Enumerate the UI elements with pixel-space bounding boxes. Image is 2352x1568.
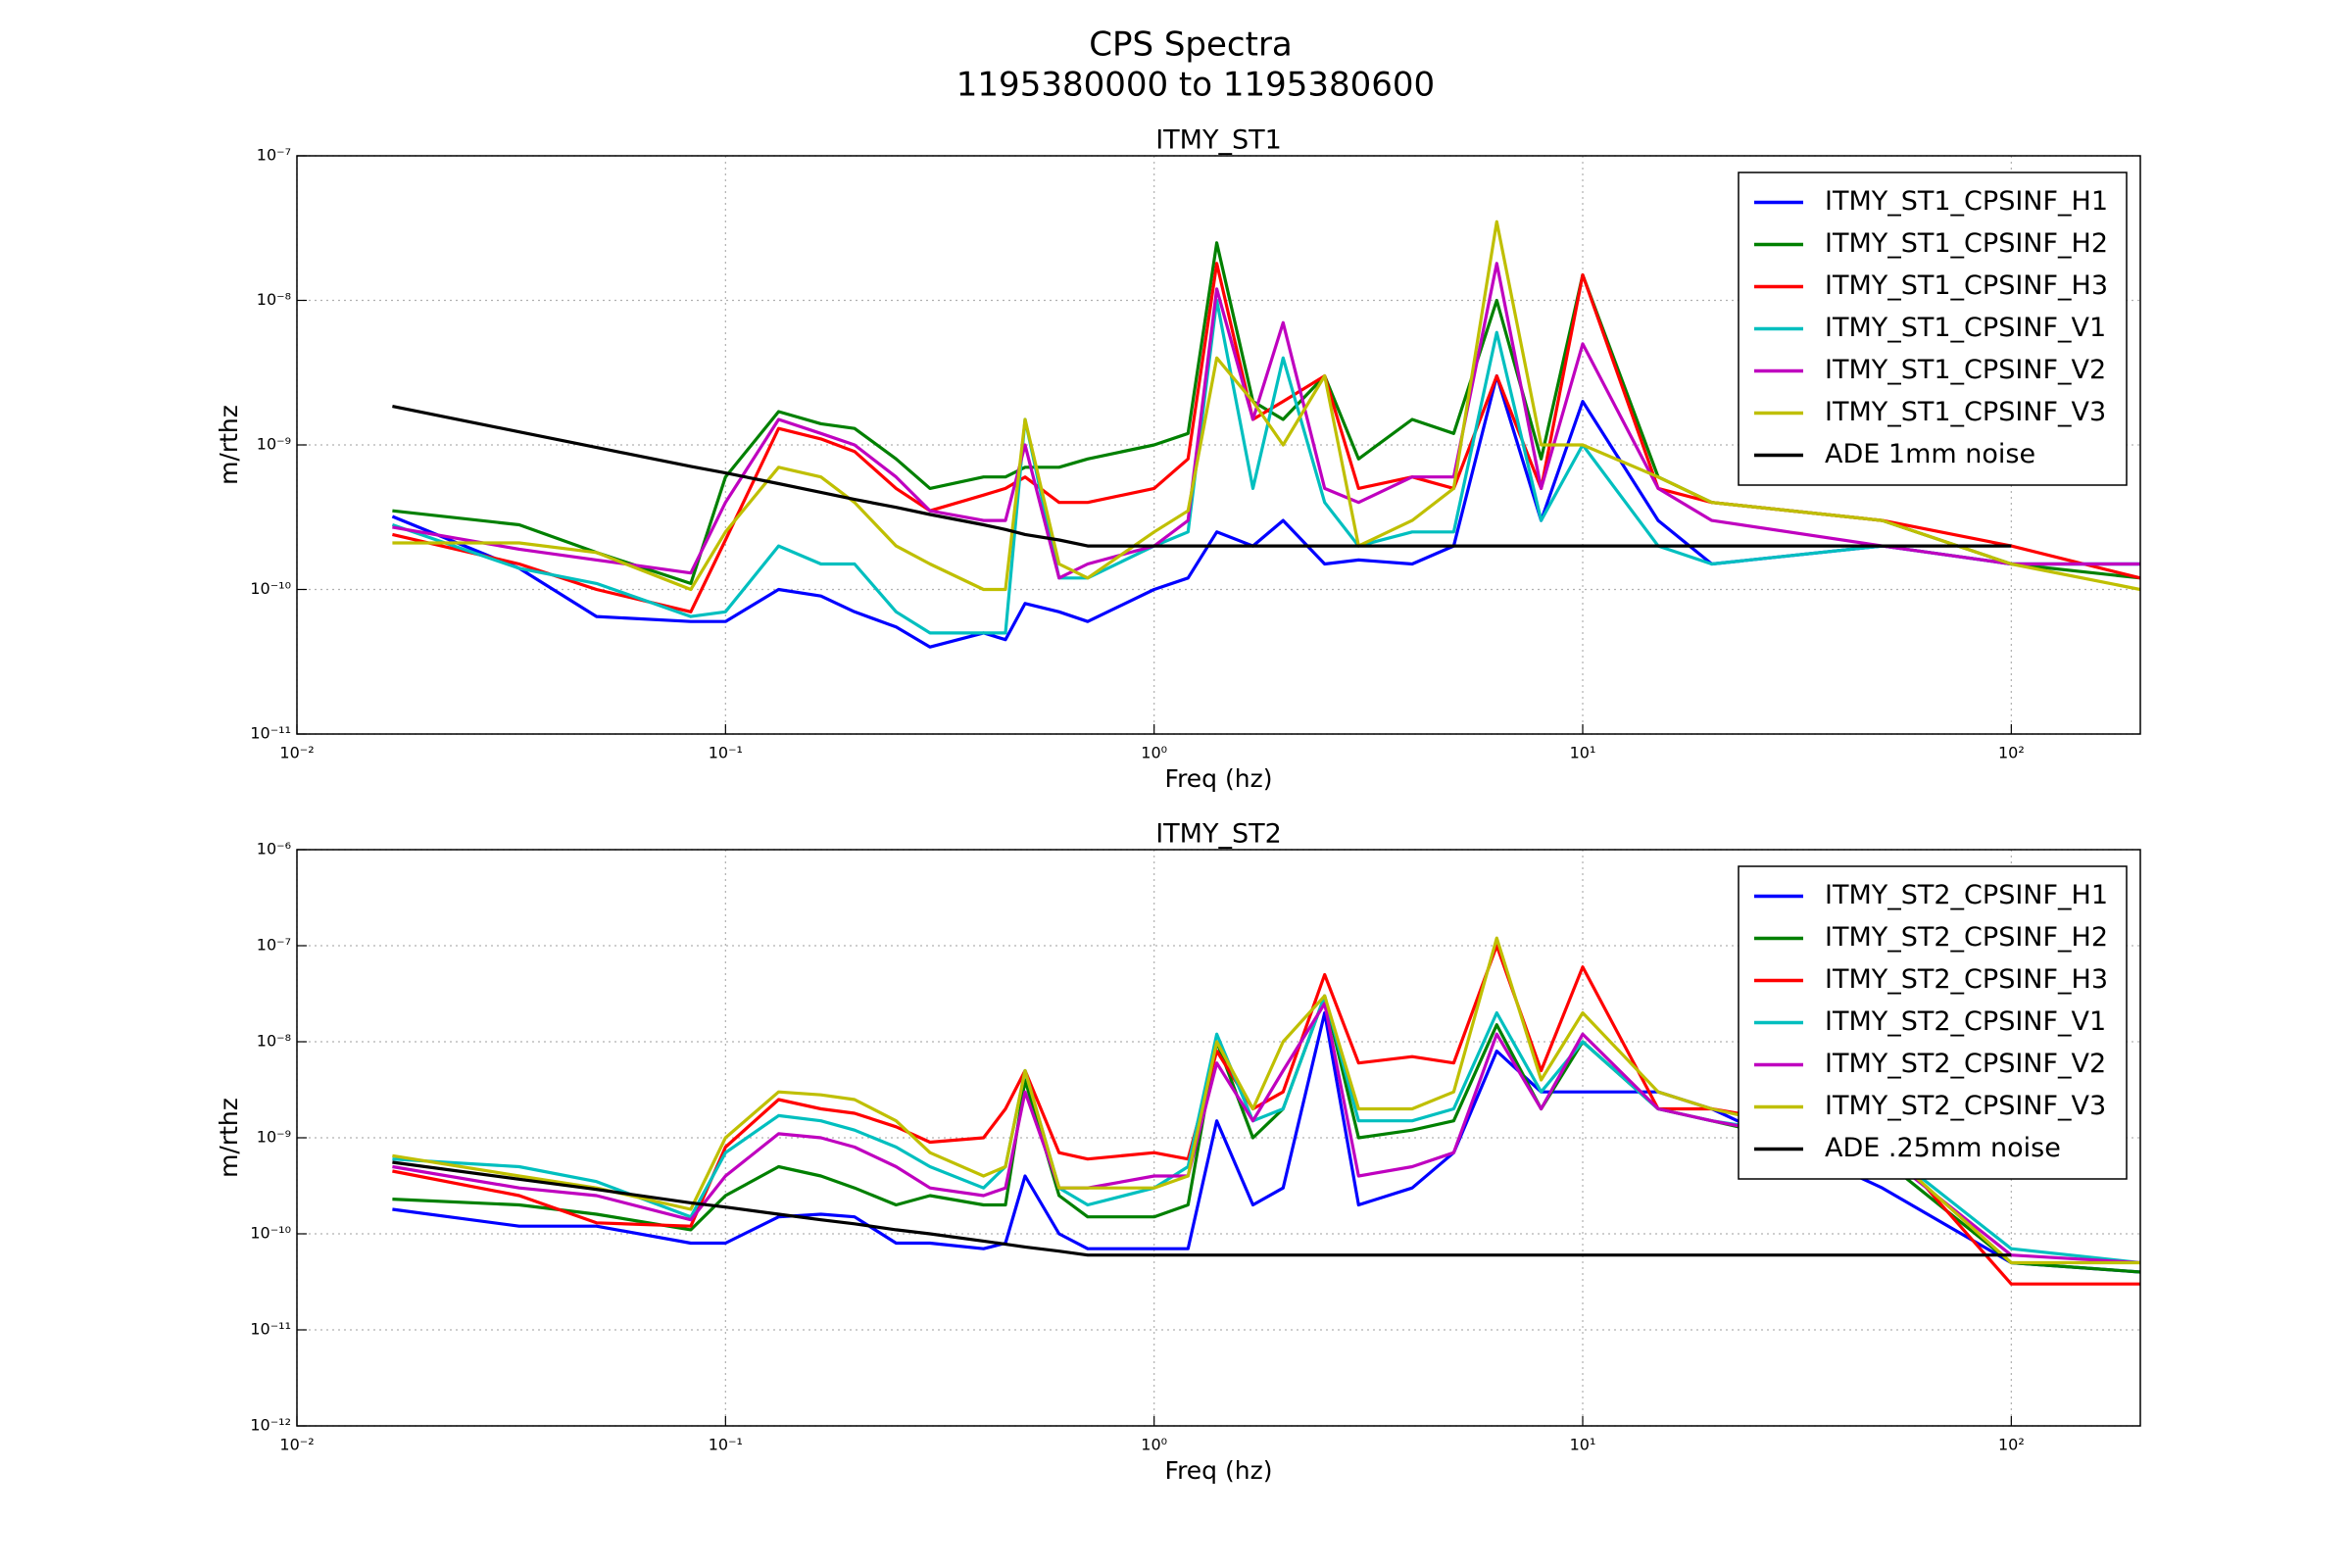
axes-frame: [296, 155, 2141, 735]
x-tick-label: 10⁻¹: [709, 1436, 743, 1454]
y-tick-label: 10⁻¹⁰: [250, 579, 291, 598]
subplot-title: ITMY_ST2: [1155, 819, 1282, 850]
legend-label: ADE .25mm noise: [1825, 1133, 2061, 1163]
legend-label: ITMY_ST1_CPSINF_H2: [1825, 228, 2108, 259]
x-tick-label: 10⁻²: [279, 744, 314, 762]
x-tick-label: 10¹: [1570, 1436, 1596, 1454]
y-tick-label: 10⁻¹²: [250, 1416, 291, 1435]
series-line: [392, 405, 2012, 548]
figure-subtitle: 1195380000 to 1195380600: [956, 66, 1435, 105]
legend-label: ITMY_ST2_CPSINF_V3: [1825, 1091, 2106, 1121]
x-tick-label: 10¹: [1570, 744, 1596, 762]
series-line: [392, 994, 2140, 1274]
y-tick-label: 10⁻¹¹: [250, 1320, 291, 1339]
subplot: ITMY_ST2 Freq (hz) m/rthz 10⁻² 10⁻¹ 10⁰ 10¹ 10²…: [215, 819, 2141, 1485]
x-tick-label: 10²: [1998, 1436, 2025, 1454]
x-tick-label: 10⁻¹: [709, 744, 743, 762]
y-axis-label: m/rthz: [215, 1098, 243, 1178]
x-axis-label: Freq (hz): [1165, 764, 1273, 793]
legend-label: ITMY_ST1_CPSINF_V3: [1825, 397, 2106, 427]
y-tick-label: 10⁻⁹: [257, 435, 291, 454]
x-tick-label: 10⁰: [1141, 1436, 1167, 1454]
plot-area: [391, 220, 2140, 649]
legend-label: ITMY_ST2_CPSINF_H1: [1825, 880, 2108, 910]
legend-label: ITMY_ST1_CPSINF_H1: [1825, 186, 2108, 217]
x-tick-label: 10⁻²: [279, 1436, 314, 1454]
series-line: [392, 1160, 2012, 1257]
subplot: ITMY_ST1 Freq (hz) m/rthz 10⁻² 10⁻¹ 10⁰ 10¹ 10²…: [215, 125, 2141, 793]
y-tick-label: 10⁻¹¹: [250, 724, 291, 743]
series-line: [392, 262, 2140, 613]
y-tick-label: 10⁻⁸: [257, 290, 291, 309]
figure-title: CPS Spectra: [1089, 25, 1293, 65]
y-tick-label: 10⁻⁷: [257, 936, 291, 955]
series-line: [391, 298, 2140, 635]
legend: ITMY_ST2_CPSINF_H1 ITMY_ST2_CPSINF_H2 ITMY…: [1738, 865, 2128, 1180]
legend-label: ITMY_ST2_CPSINF_V2: [1825, 1049, 2106, 1079]
legend-label: ITMY_ST2_CPSINF_H3: [1825, 964, 2108, 995]
axes-frame: [296, 849, 2141, 1427]
plot-area: [392, 936, 2140, 1286]
y-tick-label: 10⁻⁹: [257, 1128, 291, 1147]
legend-label: ITMY_ST1_CPSINF_H3: [1825, 270, 2108, 301]
y-tick-label: 10⁻⁷: [257, 146, 291, 165]
subplot-title: ITMY_ST1: [1155, 125, 1282, 156]
x-tick-label: 10²: [1998, 744, 2025, 762]
legend-label: ITMY_ST1_CPSINF_V2: [1825, 355, 2106, 385]
y-tick-label: 10⁻⁸: [257, 1032, 291, 1051]
legend-label: ITMY_ST1_CPSINF_V1: [1825, 313, 2106, 343]
y-axis-label: m/rthz: [215, 405, 243, 485]
series-line: [392, 1002, 2140, 1265]
series-line: [392, 220, 2140, 592]
y-tick-label: 10⁻¹⁰: [250, 1224, 291, 1243]
series-line: [392, 936, 2140, 1265]
legend: ITMY_ST1_CPSINF_H1 ITMY_ST1_CPSINF_H2 ITMY…: [1738, 172, 2128, 486]
series-line: [392, 262, 2140, 580]
legend-label: ITMY_ST2_CPSINF_H2: [1825, 922, 2108, 953]
series-line: [392, 944, 2140, 1286]
x-axis-label: Freq (hz): [1165, 1456, 1273, 1485]
y-tick-label: 10⁻⁶: [257, 840, 291, 858]
series-line: [391, 374, 2140, 649]
x-tick-label: 10⁰: [1141, 744, 1167, 762]
legend-label: ITMY_ST2_CPSINF_V1: [1825, 1006, 2106, 1037]
legend-label: ADE 1mm noise: [1825, 439, 2035, 469]
